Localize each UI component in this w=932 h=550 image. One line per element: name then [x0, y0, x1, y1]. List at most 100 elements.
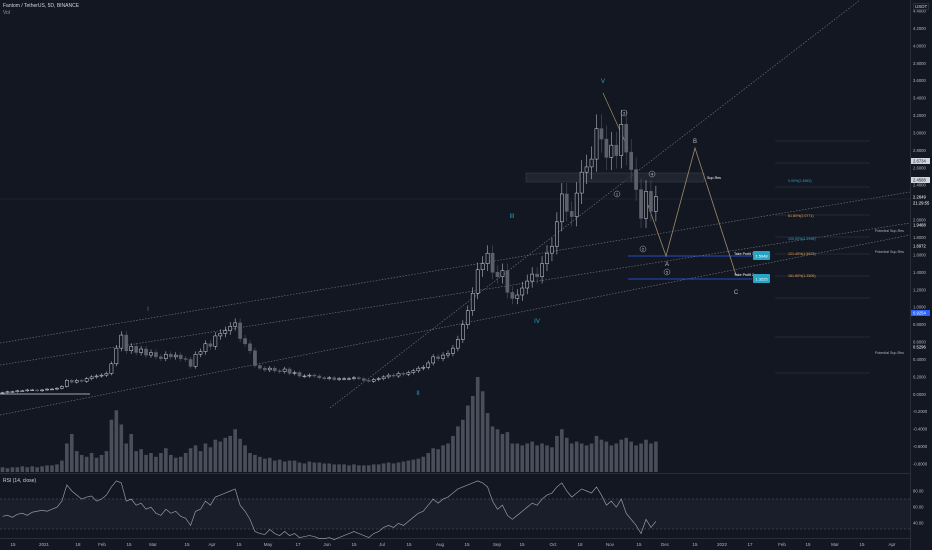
candle[interactable] [89, 375, 94, 381]
candle[interactable] [500, 263, 505, 284]
candle[interactable] [431, 354, 435, 366]
candle[interactable] [456, 335, 460, 352]
candle[interactable] [426, 360, 431, 370]
candle[interactable] [25, 388, 30, 392]
candle[interactable] [322, 376, 327, 381]
candle[interactable] [347, 376, 351, 381]
candle[interactable] [446, 350, 450, 358]
symbol-title[interactable]: Fantom / TetherUS, 5D, BINANCE [3, 3, 80, 9]
candle[interactable] [0, 391, 5, 394]
candle[interactable] [79, 378, 84, 383]
candle[interactable] [45, 387, 49, 392]
candle[interactable] [99, 373, 104, 378]
candle[interactable] [540, 256, 544, 284]
candle[interactable] [213, 332, 218, 350]
candle[interactable] [376, 376, 381, 382]
candle[interactable] [639, 178, 643, 229]
candle[interactable] [465, 305, 470, 329]
candle[interactable] [258, 363, 262, 371]
candle[interactable] [654, 185, 658, 222]
candle[interactable] [60, 385, 64, 390]
take-profit-1[interactable]: Take Profit 1 1.5948 [734, 251, 770, 260]
candle[interactable] [228, 322, 233, 335]
candle[interactable] [84, 376, 89, 383]
candle[interactable] [624, 109, 629, 166]
candle[interactable] [560, 183, 564, 232]
candle[interactable] [104, 371, 109, 377]
trend-lines[interactable] [0, 0, 911, 416]
candle[interactable] [30, 388, 35, 392]
take-profit-2[interactable]: Take Profit 2 1.3225 [734, 273, 770, 283]
candle[interactable] [520, 281, 525, 301]
candle[interactable] [302, 374, 307, 378]
candle[interactable] [55, 387, 59, 391]
candle[interactable] [550, 237, 554, 262]
candle[interactable] [238, 318, 242, 343]
candle[interactable] [40, 388, 44, 392]
candle[interactable] [599, 114, 604, 153]
candle[interactable] [124, 331, 129, 354]
candles[interactable] [0, 109, 658, 394]
rsi-label[interactable]: RSI (14, close) [3, 478, 37, 484]
candle[interactable] [485, 245, 490, 272]
candle[interactable] [357, 376, 361, 381]
candle[interactable] [594, 114, 599, 172]
candle[interactable] [74, 378, 79, 384]
candle[interactable] [203, 340, 208, 355]
candle[interactable] [208, 340, 213, 350]
candle[interactable] [129, 343, 134, 354]
candle[interactable] [65, 378, 69, 388]
sup-res-zone[interactable] [525, 172, 705, 183]
candle[interactable] [451, 344, 455, 357]
candle[interactable] [223, 326, 228, 338]
candle[interactable] [619, 109, 624, 169]
candle[interactable] [282, 366, 287, 374]
candle[interactable] [248, 340, 252, 354]
candle[interactable] [416, 365, 421, 373]
candle[interactable] [634, 157, 638, 201]
candle[interactable] [168, 351, 173, 360]
candle[interactable] [406, 370, 411, 377]
candle[interactable] [386, 373, 391, 379]
candle[interactable] [159, 354, 163, 362]
candle[interactable] [510, 286, 515, 305]
candle[interactable] [183, 355, 188, 363]
candle[interactable] [411, 368, 416, 375]
candle[interactable] [505, 263, 510, 299]
candle[interactable] [154, 349, 158, 360]
candle[interactable] [188, 356, 193, 369]
candle[interactable] [332, 376, 336, 382]
candle[interactable] [193, 351, 198, 369]
candle[interactable] [144, 345, 148, 358]
candle[interactable] [297, 370, 302, 378]
candle[interactable] [366, 378, 371, 383]
candle[interactable] [475, 262, 480, 300]
candle[interactable] [371, 377, 376, 383]
candle[interactable] [337, 376, 341, 382]
candle[interactable] [470, 287, 475, 316]
candle[interactable] [253, 347, 257, 368]
candle[interactable] [342, 376, 346, 381]
candle[interactable] [362, 376, 366, 382]
candle[interactable] [69, 378, 74, 384]
candle[interactable] [555, 212, 559, 255]
candle[interactable] [277, 368, 282, 374]
candle[interactable] [649, 180, 653, 222]
candle[interactable] [267, 365, 272, 373]
candle[interactable] [312, 373, 317, 378]
candle[interactable] [119, 331, 124, 352]
candle[interactable] [233, 318, 238, 331]
candle[interactable] [480, 256, 485, 277]
candle[interactable] [50, 387, 54, 391]
candle[interactable] [352, 376, 356, 381]
candle[interactable] [490, 245, 495, 280]
candle[interactable] [564, 183, 569, 222]
candle[interactable] [35, 388, 39, 392]
wave-projection[interactable] [647, 146, 737, 276]
candle[interactable] [609, 131, 614, 171]
candle[interactable] [574, 182, 579, 227]
candle[interactable] [396, 371, 401, 378]
candle[interactable] [292, 370, 297, 376]
currency-label[interactable]: USDT [913, 3, 930, 10]
candle[interactable] [604, 125, 609, 171]
